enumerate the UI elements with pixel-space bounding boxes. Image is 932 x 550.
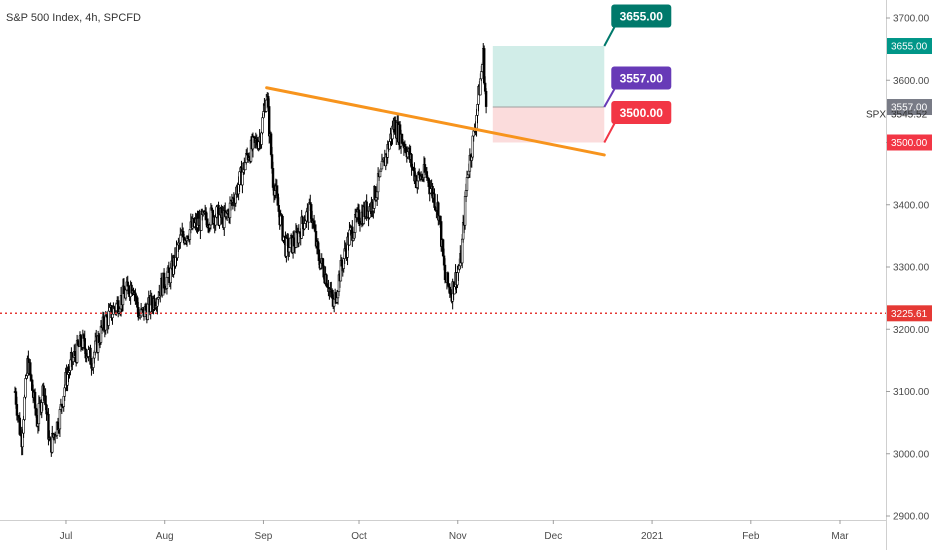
stop-badge-label: 3500.00 [620, 106, 664, 120]
candle-up [288, 247, 291, 253]
time-axis[interactable]: Jul Aug Sep Oct Nov Dec 2021 Feb Mar [60, 520, 850, 542]
price-tick-label: 3200.00 [893, 325, 930, 336]
price-axis-tag[interactable] [887, 99, 932, 116]
price-tick-label: 3000.00 [893, 449, 930, 460]
price-tick-label: 3100.00 [893, 387, 930, 398]
candle-up [238, 171, 241, 185]
price-axis-tag[interactable] [887, 38, 932, 55]
candle-up [111, 313, 114, 319]
candle-down [446, 272, 450, 285]
candle-down [44, 395, 47, 406]
candle-up [465, 177, 469, 191]
target-badge-label: 3655.00 [620, 10, 664, 24]
entry-badge-label: 3557.00 [620, 72, 664, 86]
time-tick-label: Jul [60, 531, 73, 542]
candle-up [115, 303, 118, 312]
candle-down [29, 362, 32, 376]
time-tick-label: 2021 [641, 531, 664, 542]
time-tick-label: Feb [742, 531, 760, 542]
time-tick-label: Nov [449, 531, 467, 542]
profit-zone[interactable] [492, 46, 605, 108]
candle-up [22, 419, 25, 434]
entry-badge-pointer [603, 87, 617, 108]
candle-up [480, 71, 483, 80]
time-tick-label: Oct [351, 531, 367, 542]
candle-down [271, 168, 275, 188]
stop-badge-pointer [603, 121, 617, 143]
candle-down [42, 385, 45, 397]
candles-layer [13, 43, 488, 457]
price-tick-label: 3600.00 [893, 76, 930, 87]
last-price-label: 3545.52 [891, 110, 928, 121]
annotations-layer: 3655.00 3557.00 3500.00 [0, 4, 886, 315]
price-axis[interactable]: 3700.00 3600.00 3500.00 3400.00 3300.00 3200.… [866, 14, 932, 523]
time-tick-label: Sep [255, 531, 273, 542]
price-axis-tag-label: 3655.00 [891, 42, 928, 53]
candle-up [260, 132, 263, 145]
candle-down [301, 216, 304, 225]
price-axis-tag[interactable] [887, 134, 932, 151]
time-tick-label: Dec [544, 531, 562, 542]
candle-down [277, 205, 280, 212]
target-badge-box[interactable] [611, 4, 672, 28]
target-badge-pointer [603, 25, 617, 47]
ticker-label: SPX [866, 110, 886, 121]
candle-up [24, 378, 27, 398]
candle-up [479, 78, 482, 96]
price-axis-tag[interactable] [887, 305, 932, 322]
candle-up [107, 310, 110, 326]
candle-down [83, 338, 86, 350]
candle-up [379, 168, 383, 172]
candle-down [484, 90, 488, 107]
price-tick-label: 3300.00 [893, 263, 930, 274]
candle-up [58, 409, 62, 430]
candle-up [104, 315, 107, 331]
price-axis-tag-label: 3225.61 [891, 309, 928, 320]
price-axis-tag-label: 3557.00 [891, 103, 928, 114]
candle-up [179, 234, 182, 243]
stop-badge-box[interactable] [611, 101, 672, 124]
time-tick-label: Mar [831, 531, 849, 542]
price-tick-label: 3400.00 [893, 200, 930, 211]
price-tick-label: 3700.00 [893, 14, 930, 25]
candle-down [162, 272, 166, 289]
candle-up [23, 396, 26, 420]
candle-down [433, 193, 436, 208]
chart-title: S&P 500 Index, 4h, SPCFD [6, 12, 141, 24]
price-tick-label: 2900.00 [893, 512, 930, 523]
time-tick-label: Aug [156, 531, 174, 542]
price-axis-tag-label: 3500.00 [891, 138, 928, 149]
candle-up [261, 117, 264, 134]
trendline[interactable] [265, 86, 606, 157]
entry-badge-box[interactable] [611, 66, 672, 90]
candle-up [169, 267, 172, 284]
candle-up [303, 223, 306, 230]
